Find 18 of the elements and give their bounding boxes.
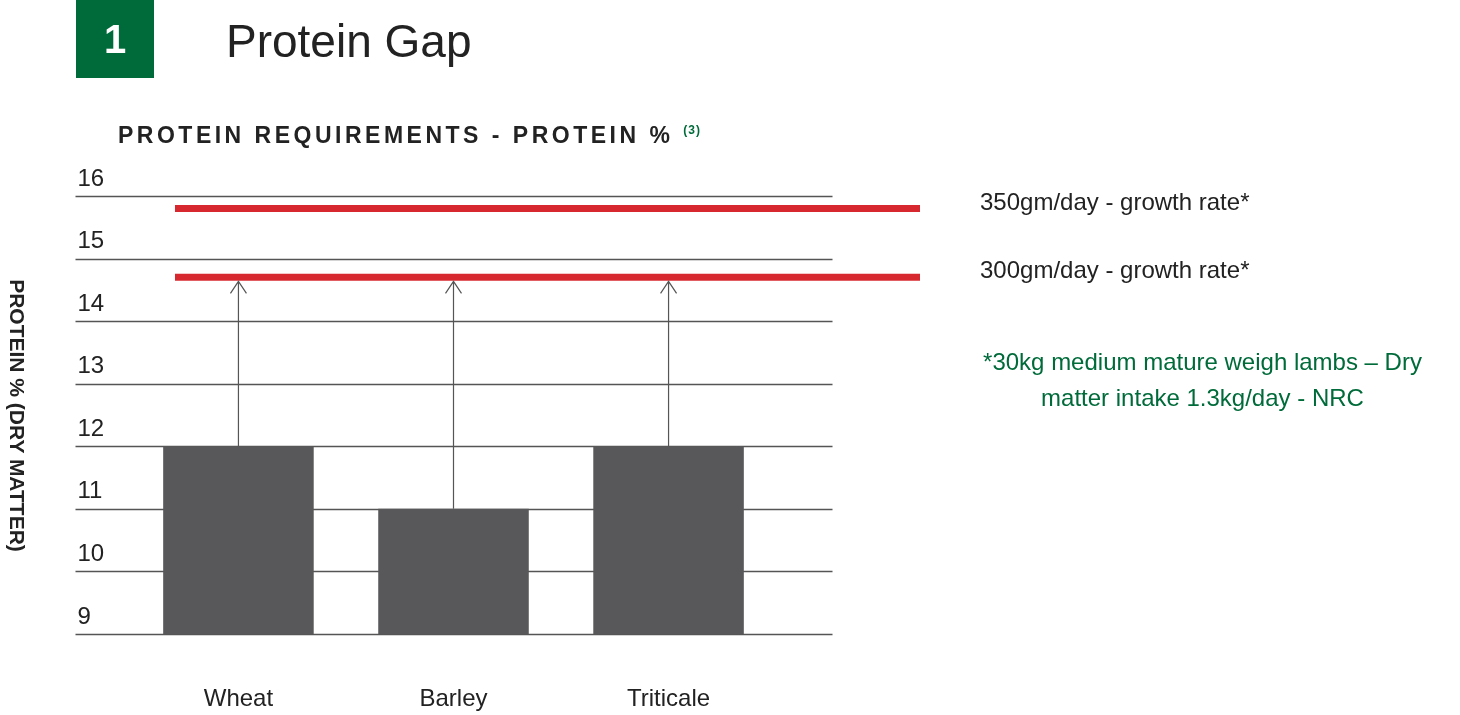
y-tick-label: 12 [77,413,105,441]
text: *30kg medium mature weigh lambs – Dry matter intake 1.3kg/day - NRC [982,347,1423,413]
y-tick-label: 11 [77,476,103,504]
y-axis-title: PROTEIN % (DRY MATTER) [5,279,29,552]
text: 1 [76,0,154,78]
ref-line-label: 350gm/day - growth rate* [980,187,1250,215]
chart-title: Protein Gap [226,14,472,68]
y-tick-label: 16 [77,163,105,191]
chart-subtitle: PROTEIN REQUIREMENTS - PROTEIN % $^{(3)}$ [118,122,701,149]
ref-line-label: 300gm/day - growth rate* [980,256,1250,284]
y-tick-label: 10 [77,538,105,566]
x-tick-label: Barley [419,683,488,711]
x-tick-label: Wheat [203,683,274,711]
y-tick-label: 9 [77,601,91,629]
y-tick-label: 14 [77,288,105,316]
y-tick-label: 15 [77,226,105,254]
y-tick-label: 13 [77,351,105,379]
x-tick-label: Triticale [626,683,711,711]
